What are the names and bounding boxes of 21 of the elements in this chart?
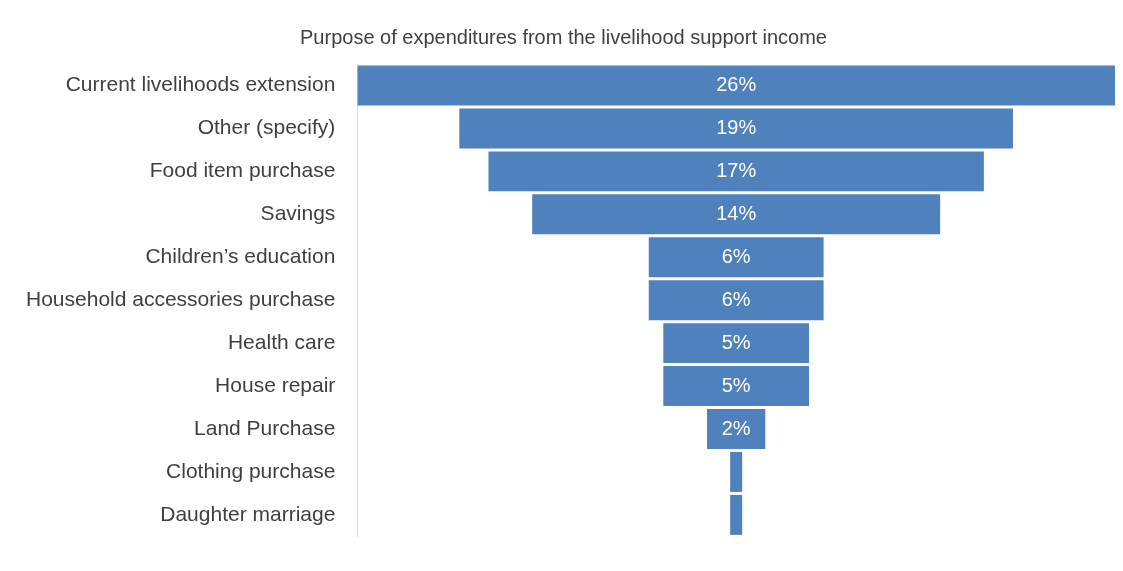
category-label: Savings: [260, 201, 336, 225]
category-label: Land Purchase: [194, 415, 336, 439]
category-label: Daughter marriage: [160, 501, 336, 525]
category-label: Children’s education: [145, 244, 336, 268]
data-label: 5%: [721, 373, 751, 396]
category-label: Other (specify): [197, 115, 336, 139]
data-label: 5%: [721, 330, 751, 353]
data-label: 14%: [716, 201, 757, 224]
category-label: House repair: [215, 372, 336, 396]
data-label: 19%: [716, 115, 757, 138]
category-label: Clothing purchase: [166, 458, 336, 482]
data-label: 26%: [716, 72, 757, 95]
data-label: 6%: [721, 287, 751, 310]
data-label: 2%: [721, 416, 751, 439]
category-label: Food item purchase: [149, 158, 336, 182]
category-label: Current livelihoods extension: [65, 72, 336, 96]
category-label: Household accessories purchase: [26, 287, 336, 310]
data-label: 17%: [716, 158, 757, 181]
text: Purpose of expenditures from the livelihood support income: [300, 25, 827, 48]
category-label: Health care: [227, 329, 336, 353]
data-label: 6%: [721, 244, 751, 267]
